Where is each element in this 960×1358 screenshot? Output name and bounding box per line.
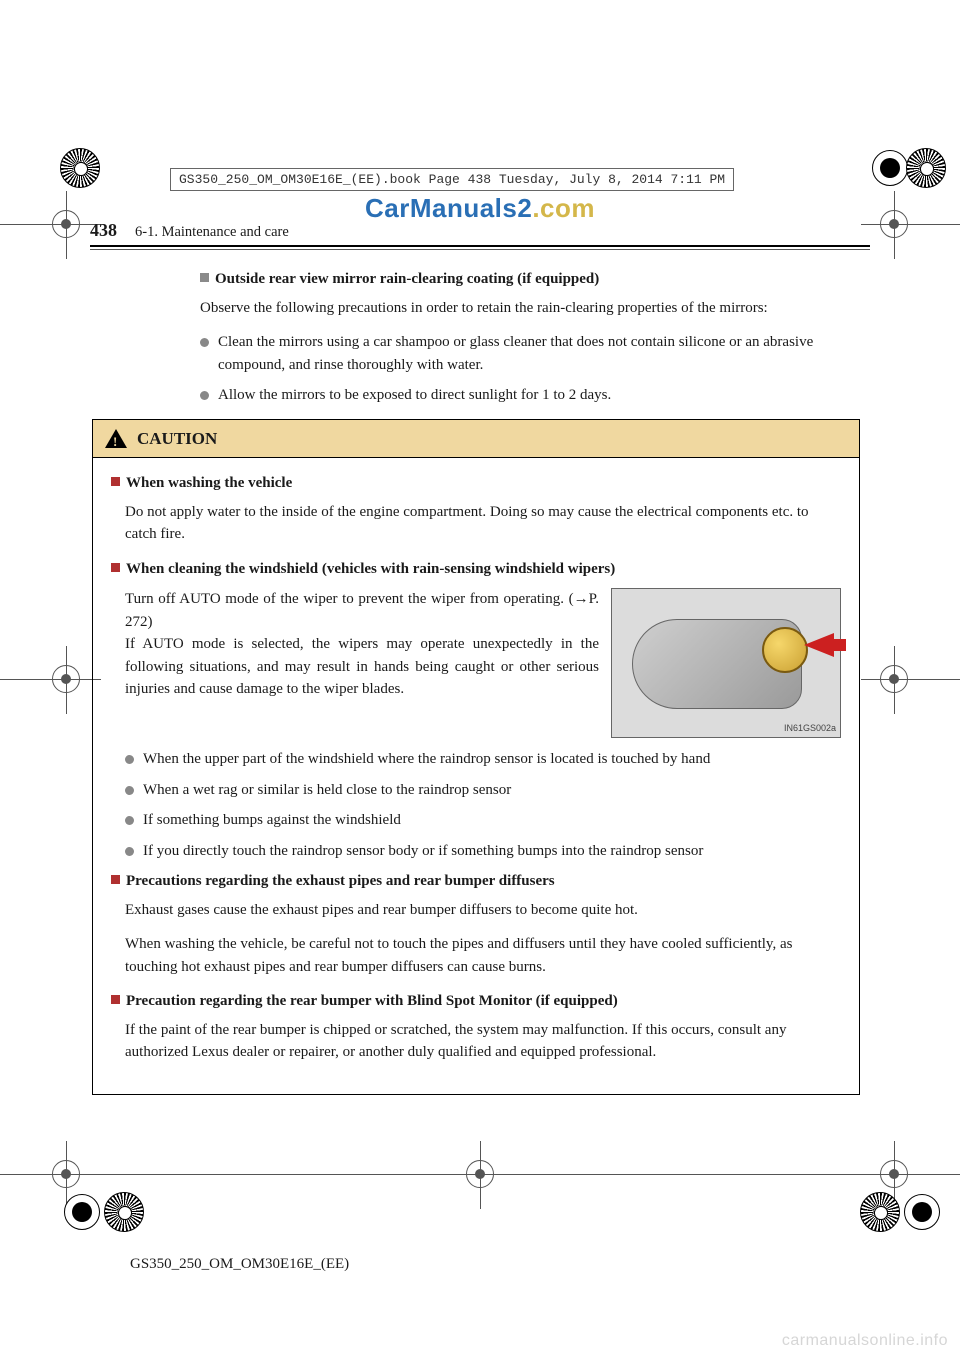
caution-box: CAUTION When washing the vehicle Do not … xyxy=(92,419,860,1095)
wiper-stalk-illustration: IN61GS002a xyxy=(611,588,841,738)
crop-line xyxy=(0,224,44,225)
register-target xyxy=(466,1160,494,1188)
crop-dot xyxy=(64,1194,100,1230)
header-rule-thin xyxy=(90,249,870,250)
exhaust-text-2: When washing the vehicle, be careful not… xyxy=(125,933,841,978)
exhaust-text-1: Exhaust gases cause the exhaust pipes an… xyxy=(125,899,841,922)
bsm-heading: Precaution regarding the rear bumper wit… xyxy=(111,990,841,1013)
crop-line xyxy=(0,679,44,680)
crop-dot xyxy=(904,1194,940,1230)
footer-code: GS350_250_OM_OM30E16E_(EE) xyxy=(130,1256,349,1273)
crop-dot xyxy=(872,150,908,186)
exhaust-heading: Precautions regarding the exhaust pipes … xyxy=(111,870,841,893)
header-rule xyxy=(90,245,870,247)
windshield-heading: When cleaning the windshield (vehicles w… xyxy=(111,558,841,581)
page-number: 438 xyxy=(90,220,135,241)
crop-radial xyxy=(104,1192,144,1232)
crop-radial xyxy=(860,1192,900,1232)
square-bullet-icon xyxy=(111,875,120,884)
list-item: When the upper part of the windshield wh… xyxy=(125,748,841,771)
list-item: Clean the mirrors using a car shampoo or… xyxy=(200,331,860,376)
caution-title: CAUTION xyxy=(137,426,217,452)
crop-line xyxy=(86,1174,456,1175)
list-item: When a wet rag or similar is held close … xyxy=(125,779,841,802)
crop-line xyxy=(916,224,960,225)
list-item: If you directly touch the raindrop senso… xyxy=(125,840,841,863)
list-item: If something bumps against the windshiel… xyxy=(125,809,841,832)
crop-line xyxy=(916,679,960,680)
warning-triangle-icon xyxy=(105,429,127,448)
bottom-watermark: carmanualsonline.info xyxy=(782,1332,948,1350)
register-target xyxy=(880,1160,908,1188)
washing-vehicle-heading: When washing the vehicle xyxy=(111,472,841,495)
crop-line xyxy=(504,1174,874,1175)
square-bullet-icon xyxy=(111,563,120,572)
square-bullet-icon xyxy=(200,273,209,282)
washing-vehicle-text: Do not apply water to the inside of the … xyxy=(125,501,841,546)
crop-line xyxy=(0,1174,44,1175)
square-bullet-icon xyxy=(111,995,120,1004)
crop-radial xyxy=(906,148,946,188)
section-title: 6-1. Maintenance and care xyxy=(135,224,289,241)
mirror-coating-heading: Outside rear view mirror rain-clearing c… xyxy=(200,268,860,291)
list-item: Allow the mirrors to be exposed to direc… xyxy=(200,384,860,407)
windshield-text: Turn off AUTO mode of the wiper to preve… xyxy=(125,588,599,738)
square-bullet-icon xyxy=(111,477,120,486)
register-target xyxy=(880,665,908,693)
register-target xyxy=(52,1160,80,1188)
illustration-code: IN61GS002a xyxy=(784,722,836,736)
mirror-coating-intro: Observe the following precautions in ord… xyxy=(200,297,860,320)
bsm-text: If the paint of the rear bumper is chipp… xyxy=(125,1019,841,1064)
crop-line xyxy=(916,1174,960,1175)
register-target xyxy=(52,665,80,693)
caution-header: CAUTION xyxy=(93,420,859,459)
